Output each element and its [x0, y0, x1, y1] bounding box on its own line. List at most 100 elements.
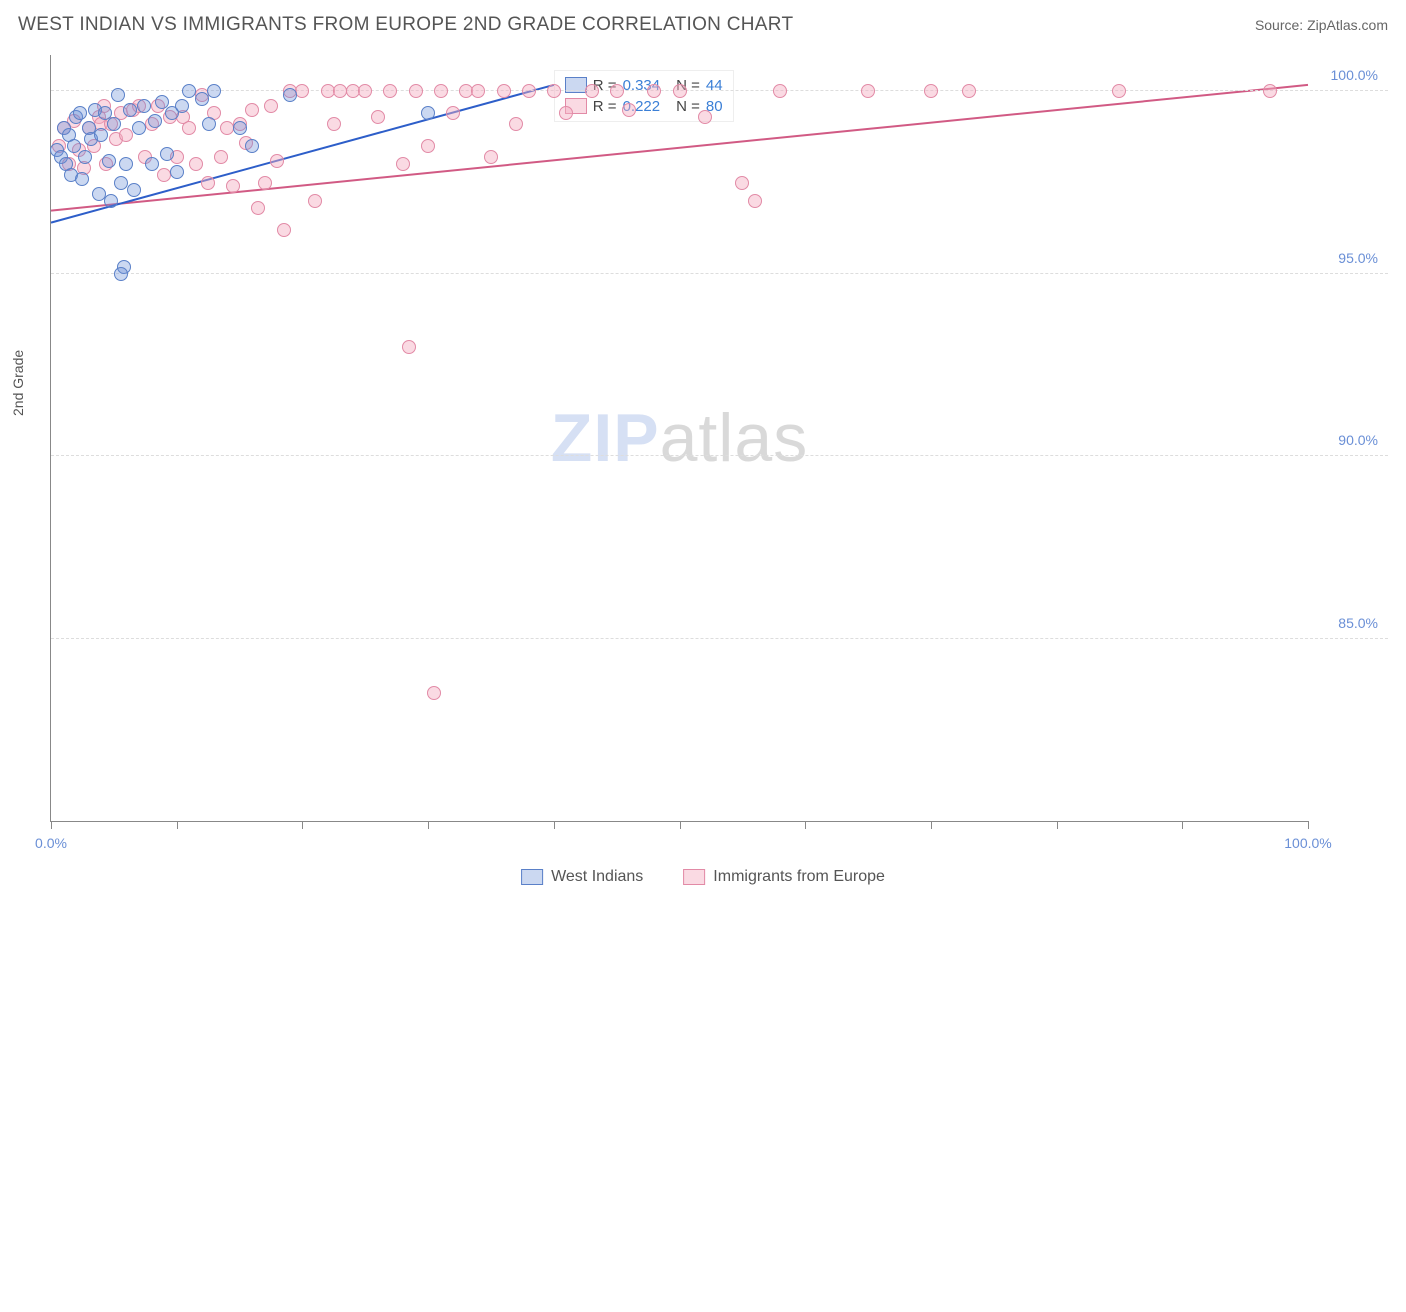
scatter-point-blue — [283, 88, 297, 102]
y-tick-label: 100.0% — [1331, 67, 1378, 83]
scatter-point-pink — [409, 84, 423, 98]
scatter-point-blue — [145, 157, 159, 171]
scatter-point-pink — [258, 176, 272, 190]
scatter-point-blue — [104, 194, 118, 208]
x-tick — [554, 821, 555, 829]
scatter-point-pink — [226, 179, 240, 193]
scatter-point-pink — [421, 139, 435, 153]
x-tick — [1057, 821, 1058, 829]
scatter-point-pink — [434, 84, 448, 98]
scatter-point-blue — [123, 103, 137, 117]
grid-line — [51, 90, 1388, 91]
scatter-point-pink — [1263, 84, 1277, 98]
scatter-point-pink — [962, 84, 976, 98]
scatter-point-blue — [207, 84, 221, 98]
scatter-point-pink — [673, 84, 687, 98]
scatter-point-blue — [119, 157, 133, 171]
swatch-pink — [683, 869, 705, 885]
scatter-point-blue — [132, 121, 146, 135]
scatter-point-pink — [446, 106, 460, 120]
scatter-point-pink — [327, 117, 341, 131]
legend-label-pink: Immigrants from Europe — [713, 868, 885, 886]
scatter-point-blue — [73, 106, 87, 120]
scatter-point-blue — [233, 121, 247, 135]
y-tick-label: 90.0% — [1338, 432, 1378, 448]
scatter-point-blue — [111, 88, 125, 102]
legend-item-blue: West Indians — [521, 868, 643, 886]
grid-line — [51, 273, 1388, 274]
scatter-point-pink — [371, 110, 385, 124]
x-tick-label: 0.0% — [35, 835, 67, 851]
scatter-point-blue — [67, 139, 81, 153]
scatter-point-pink — [251, 201, 265, 215]
scatter-point-pink — [201, 176, 215, 190]
legend-item-pink: Immigrants from Europe — [683, 868, 885, 886]
x-tick — [805, 821, 806, 829]
watermark: ZIPatlas — [551, 399, 808, 477]
plot-area: ZIPatlas R = 0.334 N = 44 R = 0.222 N = … — [50, 55, 1308, 822]
scatter-point-pink — [522, 84, 536, 98]
scatter-point-pink — [735, 176, 749, 190]
scatter-point-pink — [509, 117, 523, 131]
scatter-point-blue — [94, 128, 108, 142]
trend-lines — [51, 55, 1308, 1312]
scatter-point-blue — [114, 267, 128, 281]
n-label: N = — [676, 98, 700, 115]
scatter-point-blue — [245, 139, 259, 153]
r-label: R = — [593, 98, 617, 115]
legend-label-blue: West Indians — [551, 868, 643, 886]
scatter-point-pink — [295, 84, 309, 98]
scatter-point-pink — [861, 84, 875, 98]
scatter-point-pink — [358, 84, 372, 98]
x-tick — [302, 821, 303, 829]
scatter-point-blue — [78, 150, 92, 164]
x-tick-label: 100.0% — [1284, 835, 1331, 851]
scatter-point-pink — [245, 103, 259, 117]
scatter-point-blue — [107, 117, 121, 131]
scatter-point-blue — [160, 147, 174, 161]
scatter-point-pink — [647, 84, 661, 98]
scatter-point-pink — [622, 103, 636, 117]
scatter-point-pink — [383, 84, 397, 98]
swatch-blue — [521, 869, 543, 885]
scatter-point-blue — [175, 99, 189, 113]
scatter-point-pink — [402, 340, 416, 354]
scatter-point-pink — [484, 150, 498, 164]
scatter-point-pink — [264, 99, 278, 113]
y-axis-label: 2nd Grade — [10, 350, 26, 416]
scatter-point-blue — [102, 154, 116, 168]
bottom-legend: West Indians Immigrants from Europe — [521, 868, 885, 886]
scatter-point-blue — [421, 106, 435, 120]
x-tick — [428, 821, 429, 829]
x-tick — [1308, 821, 1309, 829]
x-tick — [931, 821, 932, 829]
scatter-point-pink — [547, 84, 561, 98]
scatter-point-pink — [924, 84, 938, 98]
scatter-point-blue — [170, 165, 184, 179]
scatter-point-pink — [182, 121, 196, 135]
scatter-point-pink — [119, 128, 133, 142]
scatter-point-blue — [137, 99, 151, 113]
x-tick — [680, 821, 681, 829]
scatter-point-pink — [698, 110, 712, 124]
chart-title: WEST INDIAN VS IMMIGRANTS FROM EUROPE 2N… — [18, 14, 793, 36]
scatter-point-pink — [214, 150, 228, 164]
scatter-point-pink — [585, 84, 599, 98]
scatter-point-pink — [497, 84, 511, 98]
scatter-point-pink — [748, 194, 762, 208]
grid-line — [51, 455, 1388, 456]
scatter-point-pink — [471, 84, 485, 98]
scatter-point-blue — [195, 92, 209, 106]
scatter-point-pink — [773, 84, 787, 98]
scatter-point-pink — [610, 84, 624, 98]
source-label: Source: ZipAtlas.com — [1255, 17, 1388, 33]
x-tick — [1182, 821, 1183, 829]
x-tick — [177, 821, 178, 829]
scatter-point-pink — [189, 157, 203, 171]
scatter-point-pink — [270, 154, 284, 168]
scatter-point-pink — [277, 223, 291, 237]
y-tick-label: 85.0% — [1338, 615, 1378, 631]
scatter-point-pink — [427, 686, 441, 700]
scatter-point-blue — [148, 114, 162, 128]
scatter-point-pink — [1112, 84, 1126, 98]
